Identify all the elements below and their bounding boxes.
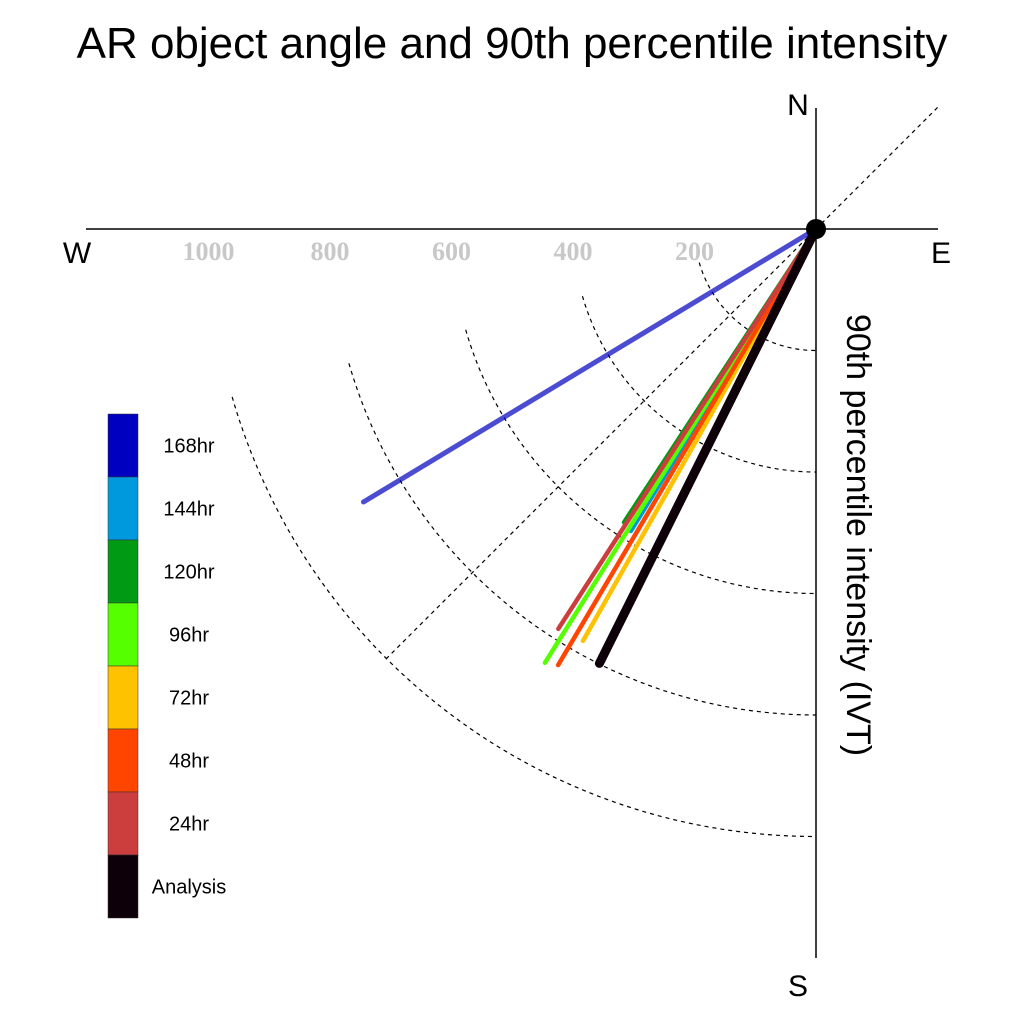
intensity-vectors xyxy=(360,224,821,668)
origin-marker xyxy=(806,219,826,239)
vector-168hr xyxy=(360,226,819,505)
legend-label: 144hr xyxy=(163,499,214,521)
radial-ring xyxy=(465,329,817,595)
radial-tick-label: 400 xyxy=(554,237,593,266)
diagonal-guide xyxy=(385,104,941,660)
radial-tick-label: 600 xyxy=(432,237,471,266)
legend-swatch-72hr xyxy=(107,665,139,730)
radial-ring xyxy=(698,262,817,352)
legend-swatch-48hr xyxy=(107,728,139,793)
y-axis-label: 90th percentile intensity (IVT) xyxy=(839,314,877,756)
legend-swatch-96hr xyxy=(107,602,139,667)
radial-tick-label: 200 xyxy=(675,237,714,266)
radial-ring xyxy=(581,295,817,473)
compass-west: W xyxy=(63,237,92,270)
legend-label: Analysis xyxy=(152,877,226,899)
legend-label: 96hr xyxy=(169,625,209,647)
legend-swatch-168hr xyxy=(107,413,139,478)
compass-east: E xyxy=(931,237,951,270)
compass-north: N xyxy=(787,89,809,122)
legend-swatch-24hr xyxy=(107,791,139,856)
radial-tick-label: 1000 xyxy=(183,237,235,266)
radial-tick-labels: 200 400 600 800 1000 xyxy=(183,237,715,266)
color-legend: 168hr 144hr 120hr 96hr 72hr 48hr 24hr Analysis xyxy=(107,413,226,919)
radial-ring xyxy=(231,396,817,838)
vector-analysis xyxy=(594,224,821,668)
legend-label: 120hr xyxy=(163,562,214,584)
legend-label: 24hr xyxy=(169,814,209,836)
legend-label: 48hr xyxy=(169,751,209,773)
vector-48hr xyxy=(555,226,819,668)
legend-swatch-144hr xyxy=(107,476,139,541)
vector-24hr xyxy=(556,226,819,632)
radial-tick-label: 800 xyxy=(311,237,350,266)
legend-label: 168hr xyxy=(163,436,214,458)
chart-title: AR object angle and 90th percentile inte… xyxy=(77,19,948,68)
radial-rings xyxy=(231,262,817,838)
legend-label: 72hr xyxy=(169,688,209,710)
legend-swatch-analysis xyxy=(107,854,139,919)
compass-south: S xyxy=(788,970,808,1003)
legend-swatch-120hr xyxy=(107,539,139,604)
radial-ring xyxy=(348,363,817,716)
